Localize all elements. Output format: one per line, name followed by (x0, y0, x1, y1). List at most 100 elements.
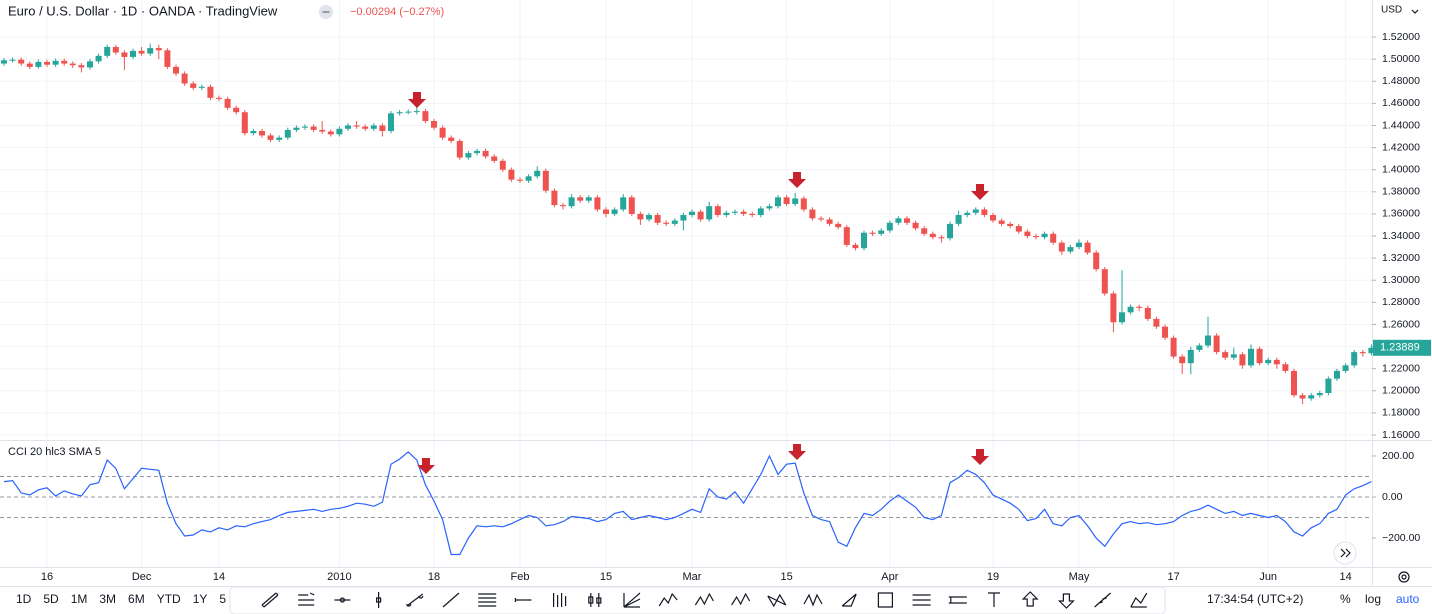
drawing-tool[interactable] (298, 592, 315, 606)
drawing-tool[interactable] (988, 592, 1000, 607)
candle-body (671, 220, 678, 224)
drawing-tool[interactable] (803, 593, 823, 607)
timeframe-button[interactable]: 1D (16, 592, 32, 606)
timeframe-button[interactable]: 3M (99, 592, 116, 606)
candle-body (585, 197, 592, 201)
drawing-tool[interactable] (478, 593, 497, 607)
drawing-tool[interactable] (912, 594, 931, 606)
y-tick-label: 1.30000 (1382, 274, 1420, 286)
timeframe-button[interactable]: YTD (157, 592, 181, 606)
candle-body (1033, 236, 1039, 238)
candle-body (1041, 233, 1048, 238)
drawing-tool[interactable] (552, 593, 567, 607)
x-tick-label: 18 (428, 571, 440, 583)
candle-body (465, 153, 472, 158)
x-tick-label: 2010 (327, 571, 351, 583)
candle-body (448, 137, 455, 141)
candle-body (216, 97, 222, 99)
candle-body (714, 206, 721, 216)
drawing-tool[interactable] (877, 592, 894, 608)
candle-body (413, 111, 420, 113)
drawing-tool[interactable] (658, 592, 678, 607)
x-tick-label: 17 (1167, 571, 1179, 583)
candle-body (499, 160, 506, 170)
drawing-tool[interactable] (406, 593, 424, 607)
drawing-tool-icon (334, 597, 351, 603)
drawing-tool[interactable] (334, 597, 351, 603)
indicator-title: CCI 20 hlc3 SMA 5 (8, 446, 101, 458)
candle-body (1368, 347, 1375, 354)
drawing-tool[interactable] (588, 593, 602, 607)
y-tick-label: 1.40000 (1382, 163, 1420, 175)
candle-body (1101, 269, 1108, 294)
timeframe-button[interactable]: 5D (43, 592, 59, 606)
candle-body (1265, 359, 1272, 364)
candle-body (147, 48, 154, 54)
timeframe-button[interactable]: 5 (219, 592, 226, 606)
candle-body (259, 131, 265, 136)
drawing-tool[interactable] (841, 593, 857, 607)
candle-body (284, 129, 291, 138)
candle-body (1, 60, 7, 64)
price-change: −0.00294 (−0.27%) (350, 6, 444, 18)
candle-body (1359, 352, 1366, 354)
y-tick-label: 1.48000 (1382, 75, 1420, 87)
candle-body (319, 129, 326, 132)
candle-body (637, 213, 644, 220)
drawing-tool[interactable] (1130, 592, 1148, 608)
bottom-bar: 17:34:54 (UTC+2) % log auto 1D 5D 1M 3M 6M YT… (16, 592, 1420, 606)
drawing-tool-icon (1130, 592, 1148, 608)
candle-body (628, 197, 635, 214)
y-tick-label: 1.42000 (1382, 141, 1420, 153)
candle-body (164, 50, 171, 67)
log-toggle[interactable]: log (1365, 592, 1381, 606)
drawing-tool[interactable] (623, 592, 641, 608)
candle-body (1127, 306, 1134, 313)
drawing-tool-icon (948, 596, 967, 604)
drawing-tool[interactable] (694, 592, 714, 606)
drawing-tool[interactable] (767, 593, 787, 608)
drawing-tool-icon (514, 598, 532, 602)
drawing-tool-icon (694, 592, 714, 606)
candle-body (250, 131, 257, 134)
auto-toggle[interactable]: auto (1396, 592, 1420, 606)
drawing-tool[interactable] (1057, 593, 1075, 609)
candle-body (9, 59, 16, 61)
drawing-tool[interactable] (514, 598, 532, 602)
candle-body (912, 222, 919, 229)
percent-toggle[interactable]: % (1340, 592, 1351, 606)
candle-body (1170, 337, 1177, 357)
candle-body (680, 215, 687, 221)
currency[interactable]: USD (1381, 5, 1402, 16)
x-tick-label: Dec (132, 571, 152, 583)
candle-body (302, 126, 308, 128)
y-tick-label: 1.50000 (1382, 53, 1420, 65)
candle-body (551, 190, 558, 206)
candle-body (456, 140, 463, 158)
drawing-tool[interactable] (442, 592, 460, 608)
timeframe-button[interactable]: 1Y (193, 592, 208, 606)
timeframe-button[interactable]: 6M (128, 592, 145, 606)
timeframe-button[interactable]: 1M (71, 592, 88, 606)
drawing-tool[interactable] (376, 592, 382, 608)
scroll-icon (1340, 548, 1351, 558)
candle-body (869, 232, 876, 234)
candle-body (826, 219, 833, 224)
candle-body (1015, 226, 1022, 232)
drawing-tool[interactable] (1021, 591, 1039, 607)
candle-body (766, 206, 773, 209)
candle-body (112, 46, 119, 53)
candle-body (78, 65, 85, 68)
signal-arrow (788, 172, 806, 188)
drawing-tool[interactable] (731, 592, 751, 606)
y-tick-label: 0.00 (1382, 491, 1403, 503)
candle-body (138, 50, 145, 54)
drawing-tool[interactable] (261, 592, 279, 608)
drawing-tool-icon (988, 592, 1000, 607)
candle-body (646, 215, 652, 220)
drawing-tool-icon (1057, 593, 1075, 609)
drawing-tool[interactable] (948, 596, 967, 604)
candle-body (1084, 242, 1091, 253)
drawing-tool[interactable] (1094, 592, 1111, 608)
settings-button[interactable] (1398, 571, 1410, 583)
